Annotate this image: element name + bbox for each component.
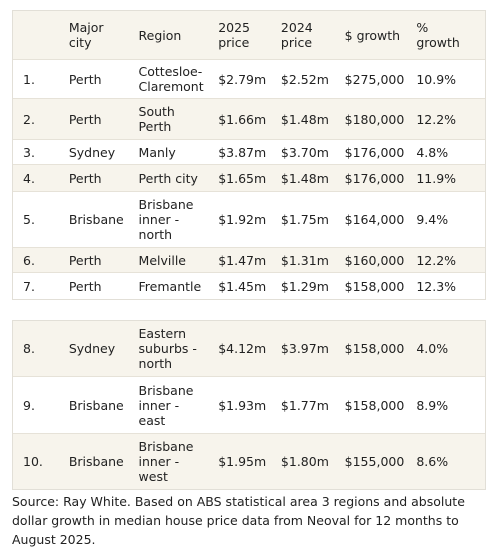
- table-cell: 9.4%: [416, 212, 449, 227]
- table-row: 1. Perth Cottesloe-Claremont $2.79m $2.52m $2…: [13, 59, 485, 98]
- table-cell: $1.47m: [218, 252, 267, 268]
- table-cell: Cottesloe-Claremont: [138, 64, 204, 94]
- table-cell: $1.95m: [218, 454, 267, 469]
- table-cell: $2.79m: [218, 71, 267, 87]
- table-cell: Brisbane inner - west: [138, 439, 194, 484]
- table-cell: Eastern suburbs - north: [138, 326, 197, 371]
- table-row: 5. Brisbane Brisbane inner - north $1.92m $1…: [13, 191, 485, 247]
- table-cell: $1.48m: [280, 170, 329, 186]
- table-cell: $1.75m: [280, 212, 329, 227]
- table-row: 6. Perth Melville $1.47m $1.31m $160,000 12.2%: [13, 247, 485, 272]
- table-row: 7. Perth Fremantle $1.45m $1.29m $158,000 12.3…: [13, 272, 485, 299]
- table-cell: $3.70m: [280, 144, 329, 160]
- table-cell: 3.: [23, 144, 35, 160]
- table-cell: $158,000: [344, 397, 405, 413]
- table-row: 2. Perth South Perth $1.66m $1.48m $180,000 12…: [13, 98, 485, 139]
- table-cell: Perth: [68, 71, 102, 87]
- table-cell: Brisbane: [68, 397, 124, 413]
- table-cell: Perth: [68, 170, 102, 186]
- table-cell: $1.66m: [218, 111, 267, 127]
- table-cell: South Perth: [138, 104, 175, 134]
- table-cell: $4.12m: [218, 341, 267, 356]
- table-cell: Brisbane inner - east: [138, 382, 194, 428]
- table-cell: 12.2%: [416, 111, 457, 127]
- table-cell: $1.77m: [280, 397, 329, 413]
- table-cell: $1.80m: [280, 454, 329, 469]
- table-cell: $155,000: [344, 454, 405, 469]
- table-cell: $3.97m: [280, 341, 329, 356]
- table-cell: $176,000: [344, 170, 405, 186]
- table-cell: Perth: [68, 252, 102, 268]
- table-row: 4. Perth Perth city $1.65m $1.48m $176,000 11.…: [13, 164, 485, 191]
- table-cell: $1.48m: [280, 111, 329, 127]
- table-cell: $158,000: [344, 341, 405, 356]
- table-cell: $160,000: [344, 252, 405, 268]
- table-cell: 4.8%: [416, 144, 449, 160]
- table-cell: Sydney: [68, 341, 116, 356]
- source-note: Source: Ray White. Based on ABS statisti…: [12, 494, 465, 547]
- table-cell: $180,000: [344, 111, 405, 127]
- table-cell: $158,000: [344, 278, 405, 294]
- header-cell: Major city: [68, 20, 104, 50]
- table-cell: 8.6%: [416, 454, 449, 469]
- table-cell: 10.9%: [416, 71, 457, 87]
- header-cell: 2025 price: [218, 20, 250, 50]
- table-cell: $164,000: [344, 212, 405, 227]
- table-cell: 12.2%: [416, 252, 457, 268]
- header-cell: $ growth: [344, 27, 401, 43]
- header-row: Major city Region 2025 price 2024 price $ gr…: [13, 11, 485, 59]
- table-cell: $176,000: [344, 144, 405, 160]
- table-row: 10. Brisbane Brisbane inner - west $1.95m $1…: [13, 433, 485, 489]
- table-cell: Melville: [138, 252, 186, 268]
- table-cell: 12.3%: [416, 278, 457, 294]
- table-cell: $1.92m: [218, 212, 267, 227]
- table-cell: $1.29m: [280, 278, 329, 294]
- table-cell: $1.65m: [218, 170, 267, 186]
- header-cell: 2024 price: [280, 20, 313, 50]
- table-cell: $275,000: [344, 71, 405, 87]
- table-cell: 6.: [23, 252, 35, 268]
- table-cell: Fremantle: [138, 278, 202, 294]
- header-cell: Region: [138, 27, 182, 43]
- table-row: 8. Sydney Eastern suburbs - north $4.12m $3.…: [13, 321, 485, 376]
- table-cell: $3.87m: [218, 144, 267, 160]
- table-cell: Perth city: [138, 170, 198, 186]
- table-row: 3. Sydney Manly $3.87m $3.70m $176,000 4.8%: [13, 139, 485, 164]
- table-cell: 2.: [23, 111, 35, 127]
- table-cell: Manly: [138, 144, 176, 160]
- table-cell: 4.: [23, 170, 35, 186]
- table-cell: 8.9%: [416, 397, 449, 413]
- table-cell: 4.0%: [416, 341, 449, 356]
- table-cell: 8.: [23, 341, 35, 356]
- table-cell: 10.: [23, 454, 43, 469]
- table-cell: Brisbane inner - north: [138, 197, 194, 242]
- table-cell: $2.52m: [280, 71, 329, 87]
- header-cell: % growth: [416, 20, 460, 50]
- table-cell: Brisbane: [68, 212, 124, 227]
- table-cell: 1.: [23, 71, 35, 87]
- table: 8. Sydney Eastern suburbs - north $4.12m $3.…: [12, 320, 486, 490]
- table-cell: 7.: [23, 278, 35, 294]
- table-cell: 5.: [23, 212, 35, 227]
- table-cell: $1.93m: [218, 397, 267, 413]
- table-cell: Perth: [68, 111, 102, 127]
- table: Major city Region 2025 price 2024 price $ gr…: [12, 10, 486, 300]
- table-cell: Perth: [68, 278, 102, 294]
- table-cell: $1.45m: [218, 278, 267, 294]
- table-cell: Sydney: [68, 144, 116, 160]
- table-cell: Brisbane: [68, 454, 124, 469]
- table-row: 9. Brisbane Brisbane inner - east $1.93m $1.…: [13, 376, 485, 433]
- table-cell: 9.: [23, 397, 35, 413]
- table-cell: 11.9%: [416, 170, 457, 186]
- table-cell: $1.31m: [280, 252, 329, 268]
